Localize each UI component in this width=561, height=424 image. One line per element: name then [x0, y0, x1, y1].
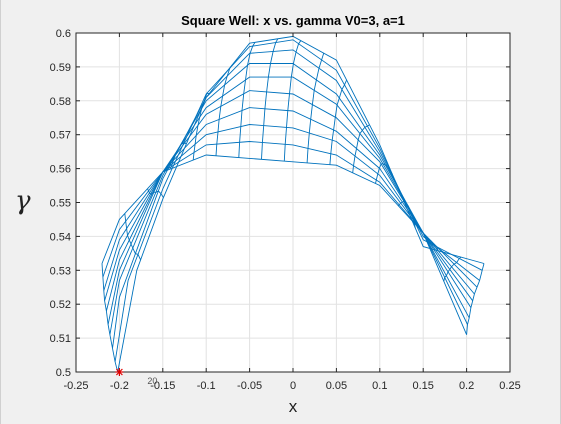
- x-tick-label: 0.05: [326, 380, 347, 392]
- wireframe-rib: [283, 40, 302, 162]
- y-axis-label: γ: [15, 186, 31, 216]
- x-tick-label: 0: [290, 380, 296, 392]
- y-tick-label: 0.56: [50, 164, 71, 176]
- series-line-3: [103, 124, 470, 319]
- marker-stroke: [115, 368, 123, 376]
- wireframe-rib: [261, 38, 279, 160]
- x-tick-label: 0.1: [372, 380, 387, 392]
- x-tick-label: -0.05: [237, 380, 262, 392]
- y-tick-label: 0.52: [50, 299, 71, 311]
- data-point-marker: [115, 368, 124, 376]
- wireframe-rib: [101, 263, 119, 373]
- wireframe-rib: [147, 188, 164, 198]
- y-tick-label: 0.59: [50, 62, 71, 74]
- y-tick-label: 0.5: [56, 367, 71, 379]
- series-line-4: [104, 107, 472, 308]
- x-tick-label: -0.15: [150, 380, 175, 392]
- y-tick-label: 0.6: [56, 28, 71, 40]
- y-tick-label: 0.57: [50, 130, 71, 142]
- marker-label: 20: [147, 376, 157, 386]
- y-tick-label: 0.51: [50, 333, 71, 345]
- wireframe-rib: [306, 53, 325, 163]
- wireframe-rib: [466, 263, 485, 335]
- wireframe-rib: [443, 256, 462, 282]
- series-line-1: [101, 154, 468, 335]
- series-line-9: [114, 39, 483, 362]
- x-tick-label: 0.2: [459, 380, 474, 392]
- series-line-5: [105, 90, 474, 312]
- x-axis-label: x: [288, 397, 298, 416]
- y-tick-label: 0.58: [50, 96, 71, 108]
- x-tick-label: 0.25: [499, 380, 520, 392]
- wireframe-rib: [192, 92, 210, 161]
- y-tick-label: 0.54: [50, 231, 71, 243]
- chart-title: Square Well: x vs. gamma V0=3, a=1: [181, 13, 405, 28]
- wireframe-rib: [329, 79, 348, 165]
- wireframe-rib: [124, 213, 142, 261]
- x-tick-label: -0.25: [63, 380, 88, 392]
- wireframe-rib: [238, 42, 256, 158]
- x-tick-label: 0.15: [412, 380, 433, 392]
- wireframe-rib: [215, 64, 233, 156]
- series-line-10: [117, 35, 485, 373]
- y-tick-label: 0.53: [50, 265, 71, 277]
- x-tick-label: -0.1: [197, 380, 216, 392]
- wireframe-rib: [352, 124, 370, 173]
- series-line-2: [102, 141, 468, 325]
- y-tick-label: 0.55: [50, 198, 71, 210]
- x-tick-label: -0.2: [110, 380, 129, 392]
